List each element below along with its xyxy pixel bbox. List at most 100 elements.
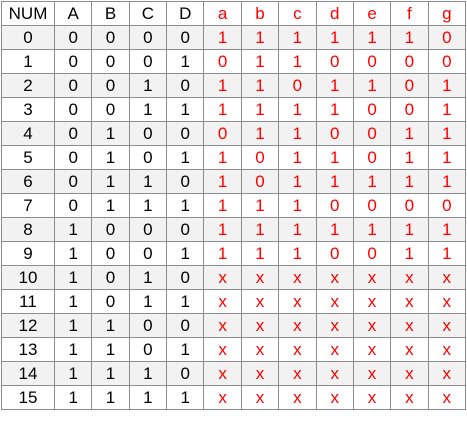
num-cell: 12 [1,313,55,338]
input-cell: 0 [128,25,168,50]
segment-cell: 1 [315,25,354,50]
num-cell: 9 [1,241,55,266]
input-cell: 1 [166,241,205,266]
segment-cell: 1 [240,241,280,266]
segment-cell: 1 [203,145,242,170]
segment-cell: x [427,337,467,362]
segment-cell: x [427,313,467,338]
segment-cell: 1 [278,49,317,74]
column-header-segment-f: f [390,1,429,26]
segment-cell: 0 [390,49,429,74]
segment-cell: x [352,265,392,290]
input-cell: 0 [128,313,168,338]
input-cell: 0 [166,25,205,50]
input-cell: 0 [166,361,205,386]
segment-cell: x [203,337,242,362]
column-header-input-D: D [166,1,205,26]
input-cell: 0 [91,25,130,50]
segment-cell: 1 [315,145,354,170]
segment-cell: x [240,337,280,362]
segment-cell: 0 [240,169,280,194]
table-row: 15 1 1 1 1 x x x x x x x [1,385,467,410]
input-cell: 0 [91,265,130,290]
column-header-segment-a: a [203,1,242,26]
column-header-segment-d: d [315,1,354,26]
input-cell: 1 [166,337,205,362]
segment-cell: x [390,289,429,314]
segment-cell: x [278,385,317,410]
input-cell: 0 [53,49,93,74]
input-cell: 0 [128,145,168,170]
input-cell: 0 [91,73,130,98]
input-cell: 1 [128,169,168,194]
segment-cell: 0 [352,145,392,170]
segment-cell: x [315,313,354,338]
segment-cell: x [427,385,467,410]
segment-cell: 0 [315,49,354,74]
input-cell: 1 [166,145,205,170]
column-header-segment-c: c [278,1,317,26]
input-cell: 1 [91,145,130,170]
column-header-num: NUM [1,1,55,26]
num-cell: 4 [1,121,55,146]
input-cell: 0 [53,169,93,194]
input-cell: 1 [128,73,168,98]
segment-cell: 1 [427,169,467,194]
segment-cell: 1 [278,169,317,194]
segment-cell: 1 [352,73,392,98]
segment-cell: 1 [240,121,280,146]
segment-cell: x [278,313,317,338]
input-cell: 0 [166,265,205,290]
segment-cell: x [315,385,354,410]
segment-cell: x [240,361,280,386]
num-cell: 15 [1,385,55,410]
segment-cell: 1 [427,97,467,122]
segment-cell: x [390,265,429,290]
segment-cell: x [278,265,317,290]
segment-cell: x [203,313,242,338]
column-header-segment-g: g [427,1,467,26]
segment-cell: x [427,289,467,314]
segment-cell: 1 [203,73,242,98]
num-cell: 3 [1,97,55,122]
segment-cell: 1 [203,97,242,122]
segment-cell: 1 [278,193,317,218]
segment-cell: 1 [203,193,242,218]
segment-cell: 1 [203,25,242,50]
segment-cell: x [315,337,354,362]
input-cell: 0 [128,217,168,242]
segment-cell: 1 [352,217,392,242]
segment-cell: 0 [240,145,280,170]
segment-cell: 1 [278,97,317,122]
input-cell: 0 [53,121,93,146]
segment-cell: 0 [427,25,467,50]
input-cell: 1 [53,217,93,242]
segment-cell: 0 [315,241,354,266]
input-cell: 1 [91,385,130,410]
input-cell: 1 [91,121,130,146]
segment-cell: 1 [427,217,467,242]
input-cell: 1 [128,193,168,218]
input-cell: 1 [166,289,205,314]
input-cell: 0 [53,193,93,218]
segment-cell: 1 [390,169,429,194]
input-cell: 0 [91,49,130,74]
input-cell: 1 [166,193,205,218]
segment-cell: 1 [240,97,280,122]
input-cell: 1 [91,337,130,362]
input-cell: 0 [128,337,168,362]
segment-cell: 0 [352,193,392,218]
input-cell: 1 [91,193,130,218]
segment-cell: 0 [352,241,392,266]
input-cell: 0 [166,313,205,338]
segment-cell: x [352,385,392,410]
segment-cell: 1 [240,217,280,242]
segment-cell: 1 [278,25,317,50]
segment-cell: x [240,385,280,410]
segment-cell: 1 [278,121,317,146]
input-cell: 1 [128,265,168,290]
